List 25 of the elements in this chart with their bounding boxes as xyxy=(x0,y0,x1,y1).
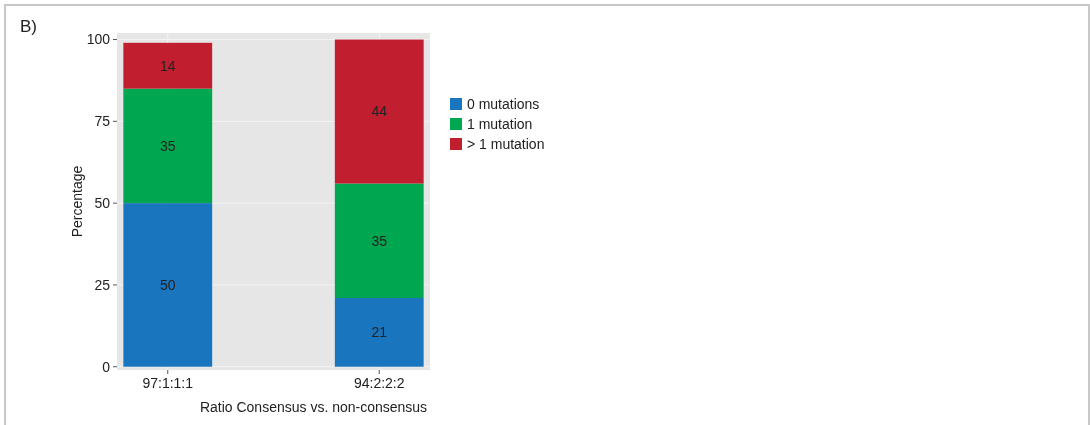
y-tick-label: 75 xyxy=(94,113,111,130)
legend-label: 0 mutations xyxy=(467,95,540,112)
y-tick-label: 0 xyxy=(102,358,111,375)
y-tick-label: 25 xyxy=(94,276,111,293)
bar xyxy=(123,88,213,204)
y-axis-title: Percentage xyxy=(69,165,85,238)
y-tick-label: 50 xyxy=(94,195,111,212)
y-tick-label: 100 xyxy=(86,31,111,48)
legend-label: > 1 mutation xyxy=(467,135,545,152)
legend-label: 1 mutation xyxy=(467,115,533,132)
x-tick-label: 97:1:1:1 xyxy=(142,375,194,391)
bar xyxy=(334,298,424,367)
bar xyxy=(334,183,424,299)
data-label: 44 xyxy=(371,103,388,120)
text: B) xyxy=(20,17,37,36)
data-label: 21 xyxy=(371,324,388,341)
x-axis-title: Ratio Consensus vs. non-consensus xyxy=(199,399,428,415)
bar xyxy=(123,203,213,367)
x-tick-label: 94:2:2:2 xyxy=(353,375,405,391)
data-label: 35 xyxy=(371,232,388,249)
data-label: 50 xyxy=(159,276,176,293)
data-label: 14 xyxy=(159,57,176,74)
data-label: 35 xyxy=(159,137,176,154)
bar xyxy=(334,39,424,184)
bar xyxy=(123,42,213,89)
